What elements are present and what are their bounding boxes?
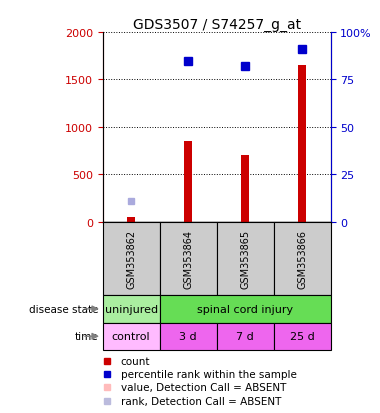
- Text: rank, Detection Call = ABSENT: rank, Detection Call = ABSENT: [121, 396, 281, 406]
- Bar: [217, 323, 274, 350]
- Bar: [160, 323, 217, 350]
- Text: GSM353864: GSM353864: [183, 229, 193, 288]
- Bar: [217, 222, 274, 295]
- Bar: [127, 217, 135, 222]
- Bar: [160, 295, 331, 323]
- Bar: [103, 222, 160, 295]
- Text: spinal cord injury: spinal cord injury: [197, 304, 293, 314]
- Text: value, Detection Call = ABSENT: value, Detection Call = ABSENT: [121, 382, 286, 392]
- Bar: [160, 222, 217, 295]
- Title: GDS3507 / S74257_g_at: GDS3507 / S74257_g_at: [133, 18, 301, 32]
- Text: 7 d: 7 d: [236, 332, 254, 342]
- Text: 3 d: 3 d: [179, 332, 197, 342]
- Bar: [298, 66, 306, 222]
- Bar: [274, 323, 331, 350]
- Bar: [103, 295, 160, 323]
- Text: control: control: [112, 332, 150, 342]
- Bar: [274, 222, 331, 295]
- Bar: [127, 217, 135, 222]
- Bar: [241, 156, 249, 222]
- Text: GSM353865: GSM353865: [240, 229, 250, 288]
- Text: GSM353862: GSM353862: [126, 229, 136, 288]
- Text: percentile rank within the sample: percentile rank within the sample: [121, 369, 297, 379]
- Bar: [184, 142, 192, 222]
- Text: count: count: [121, 356, 150, 366]
- Text: GSM353866: GSM353866: [297, 229, 307, 288]
- Text: 25 d: 25 d: [290, 332, 315, 342]
- Bar: [103, 323, 160, 350]
- Text: uninjured: uninjured: [105, 304, 158, 314]
- Text: disease state: disease state: [28, 304, 98, 314]
- Text: time: time: [74, 332, 98, 342]
